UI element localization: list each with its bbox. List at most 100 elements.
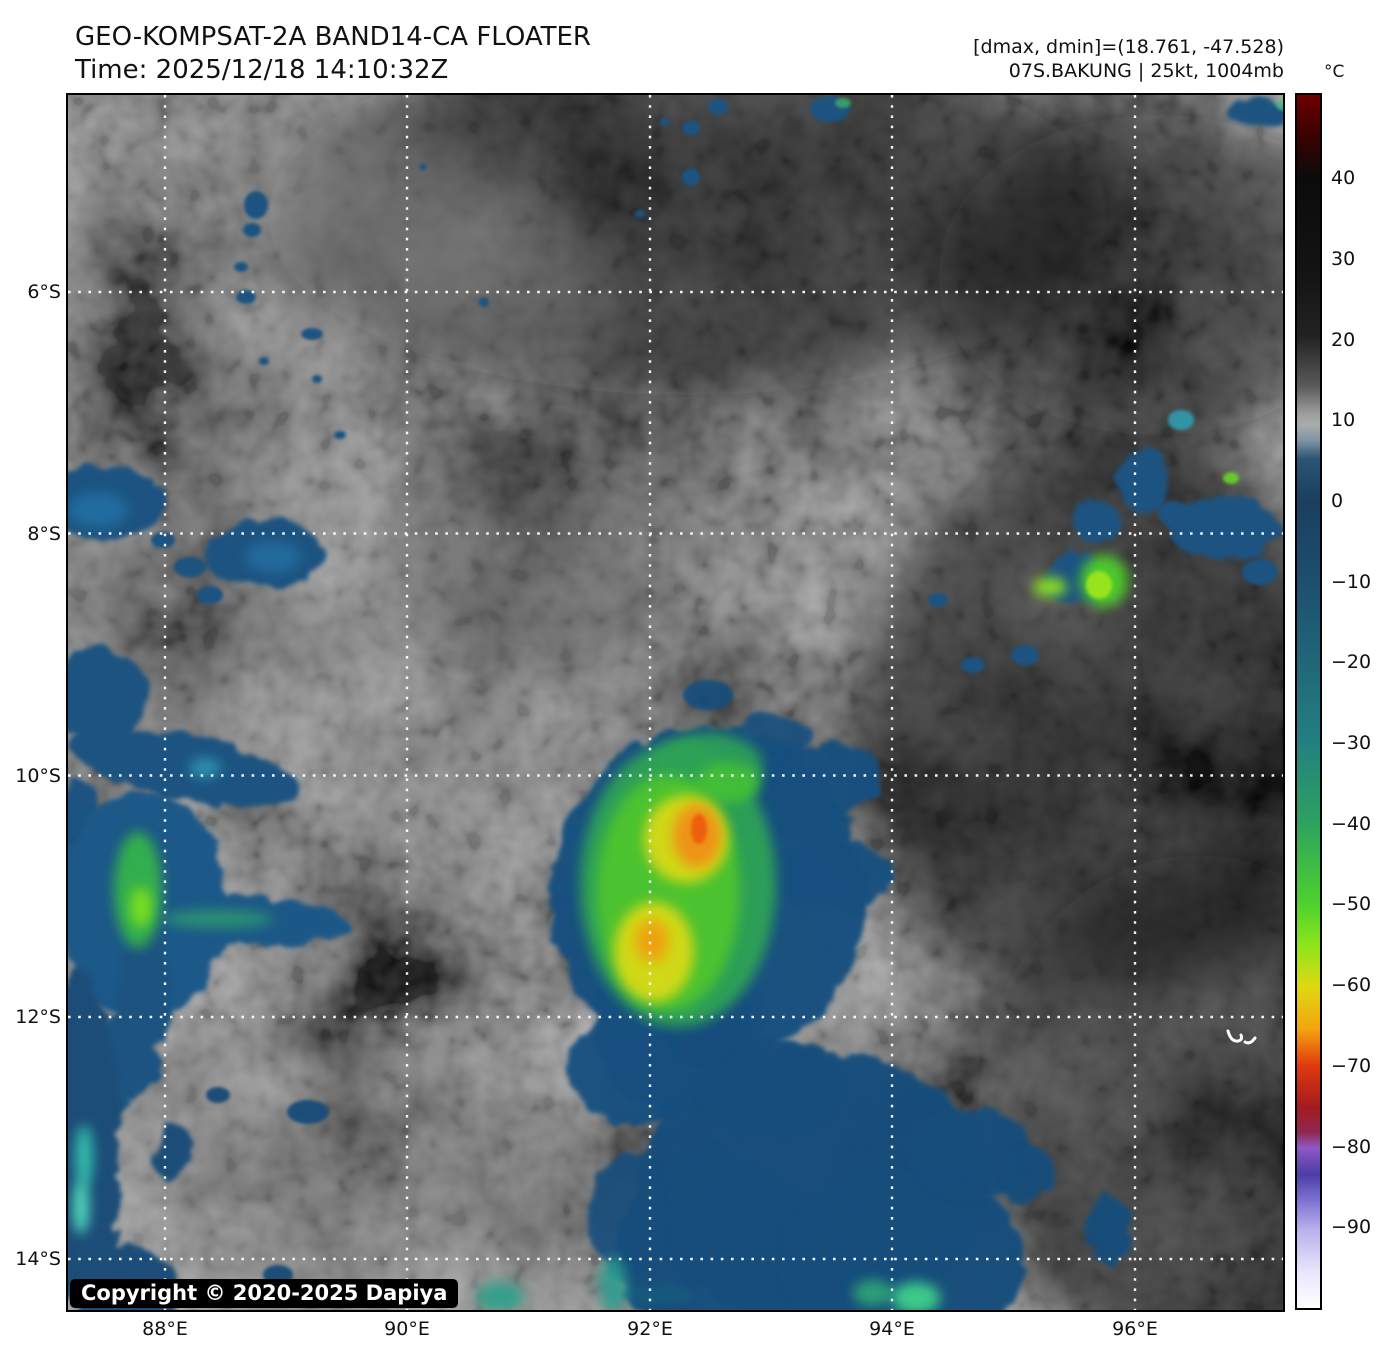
cloud-feature [1276,99,1283,111]
time-label: Time: 2025/12/18 14:10:32Z [75,55,449,85]
colorbar-tick-label: −50 [1331,893,1372,916]
cloud-feature [1158,501,1188,525]
lon-tick-label: 96°E [1112,1318,1158,1340]
cloud-feature [1165,495,1281,559]
colorbar [1295,93,1322,1310]
cloud-feature [1088,1192,1132,1268]
header-right: [dmax, dmin]=(18.761, -47.528) 07S.BAKUN… [973,35,1284,83]
cloud-feature [623,1283,693,1307]
cloud-feature [73,1215,123,1295]
cloud-feature [312,375,322,383]
colorbar-tick-label: −90 [1331,1216,1372,1239]
cloud-feature [928,593,948,607]
cloud-feature [68,492,128,528]
cloud-feature [1223,472,1239,484]
glint-mark [1226,1029,1257,1045]
cloud-feature [73,1180,89,1234]
copyright-badge: Copyright © 2020-2025 Dapiya [70,1279,459,1308]
colorbar-tick-label: −10 [1331,570,1372,593]
cloud-feature [1118,448,1170,512]
colorbar-tick-label: −60 [1331,974,1372,997]
cloud-feature [245,541,301,573]
cloud-feature [68,647,146,743]
cloud-feature [599,1257,627,1310]
cloud-feature [1033,577,1067,597]
cloud-feature [995,1143,1055,1203]
cloud-feature [799,816,833,840]
cloud-feature [259,357,269,365]
cloud-feature [938,115,1283,435]
cloud-feature [892,1282,940,1310]
cloud-feature [189,758,221,778]
cloud-feature [660,118,670,126]
cloud-feature [683,680,733,710]
cloud-feature [1086,571,1112,599]
lat-tick-label: 6°S [27,281,61,303]
dmax-dmin-label: [dmax, dmin]=(18.761, -47.528) [973,36,1284,58]
colorbar-tick-label: −40 [1331,812,1372,835]
cloud-feature [693,1039,843,1135]
lon-tick-label: 94°E [869,1318,915,1340]
cloud-feature [163,910,273,928]
page-title: GEO-KOMPSAT-2A BAND14-CA FLOATER [75,22,592,52]
cloud-feature [287,1100,329,1124]
cloud-feature [682,168,700,186]
cloud-feature [961,657,985,673]
cloud-feature [75,1125,93,1189]
lat-tick-label: 8°S [27,522,61,545]
cloud-feature [243,223,261,237]
satellite-image [68,95,1283,1310]
colorbar-unit-label: °C [1324,62,1345,82]
cloud-feature [419,164,427,170]
lat-tick-label: 12°S [15,1006,61,1028]
lat-tick-label: 10°S [15,764,61,787]
storm-info-label: 07S.BAKUNG | 25kt, 1004mb [1008,60,1284,82]
colorbar-tick-label: 20 [1331,328,1356,351]
cloud-feature [835,98,851,108]
cloud-feature [696,763,760,803]
cloud-feature [1242,559,1278,585]
cloud-feature [334,431,346,439]
cloud-feature [1168,410,1194,430]
map-canvas: Copyright © 2020-2025 Dapiya [66,93,1285,1312]
cloud-feature [1011,645,1039,665]
colorbar-tick-label: 30 [1331,247,1356,270]
cloud-feature [708,99,728,115]
cloud-feature [130,887,152,927]
lon-tick-label: 92°E [627,1318,673,1340]
cloud-feature [206,1087,230,1103]
lat-tick-label: 14°S [15,1248,61,1270]
cloud-feature [1074,503,1122,543]
cloud-feature [479,297,489,307]
cloud-feature [635,920,669,962]
cloud-feature [476,1282,524,1310]
colorbar-tick-label: −70 [1331,1054,1372,1077]
cloud-feature [618,1152,808,1310]
cloud-feature [378,205,618,345]
lon-tick-label: 90°E [384,1318,430,1340]
cloud-feature [858,435,1283,995]
cloud-feature [682,121,700,135]
cloud-feature [197,586,223,604]
cloud-feature [972,527,1224,743]
cloud-feature [174,557,206,577]
cloud-feature [234,262,248,272]
cloud-feature [236,290,256,304]
colorbar-tick-label: −20 [1331,651,1372,674]
cloud-feature [828,875,1108,1115]
cloud-feature [301,328,323,340]
colorbar-tick-label: 10 [1331,409,1356,432]
cloud-feature [853,1280,893,1306]
colorbar-tick-label: 0 [1331,489,1344,512]
colorbar-tick-label: 40 [1331,167,1356,190]
cloud-feature [154,1126,192,1178]
cloud-feature [588,1155,668,1275]
cloud-feature [855,781,881,799]
cloud-feature [565,1028,687,1126]
cloud-feature [1233,97,1283,129]
cloud-feature [68,727,299,807]
lon-tick-label: 88°E [142,1318,188,1340]
cloud-feature [68,1015,608,1310]
cloud-feature [778,1171,1028,1310]
